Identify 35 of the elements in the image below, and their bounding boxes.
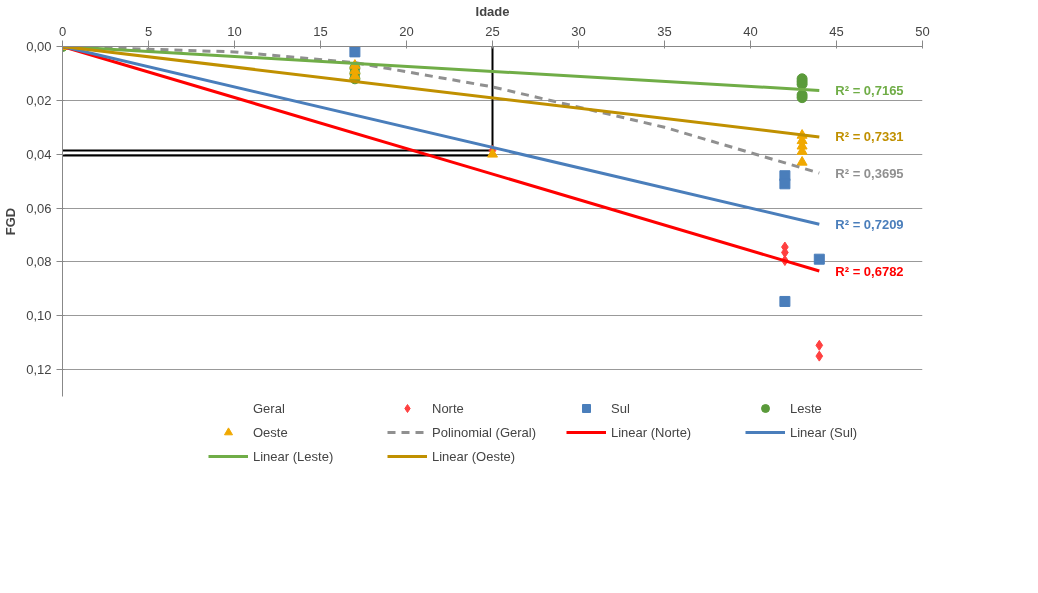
x-tick-label: 15 xyxy=(313,23,328,39)
x-tick-label: 10 xyxy=(227,23,242,39)
legend-label: Sul xyxy=(611,400,631,416)
x-tick-label: 35 xyxy=(657,23,672,39)
legend-label: Linear (Norte) xyxy=(611,424,693,440)
y-tick-label: 0,06 xyxy=(26,200,52,216)
annotation: R² = 0,7165 xyxy=(835,82,904,98)
x-tick-label: 0 xyxy=(58,23,67,39)
x-tick-label: 30 xyxy=(571,23,586,39)
legend-label: Norte xyxy=(432,400,465,416)
legend-label: Linear (Leste) xyxy=(253,448,335,464)
x-tick-label: 25 xyxy=(485,23,500,39)
x-tick-label: 50 xyxy=(915,23,930,39)
annotation: R² = 0,7209 xyxy=(835,216,904,232)
legend-label: Leste xyxy=(790,400,823,416)
y-axis-title: FGD xyxy=(3,207,19,236)
y-tick-label: 0,12 xyxy=(26,362,52,378)
x-tick-label: 45 xyxy=(829,23,844,39)
annotation: R² = 0,7331 xyxy=(835,129,904,145)
y-tick-label: 0,00 xyxy=(26,39,52,54)
legend-label: Oeste xyxy=(253,424,289,440)
text: Geral xyxy=(253,400,286,416)
x-tick-label: 40 xyxy=(743,23,758,39)
x-axis-title: Idade xyxy=(475,3,510,19)
legend-label: Linear (Oeste) xyxy=(432,448,517,464)
y-tick-label: 0,04 xyxy=(26,146,52,162)
y-tick-label: 0,10 xyxy=(26,308,52,324)
x-tick-label: 20 xyxy=(399,23,414,39)
legend-label: Polinomial (Geral) xyxy=(432,424,538,440)
x-tick-label: 5 xyxy=(144,23,153,39)
legend-label: Linear (Sul) xyxy=(790,424,859,440)
annotation: R² = 0,6782 xyxy=(835,263,904,279)
y-tick-label: 0,02 xyxy=(26,92,52,108)
y-tick-label: 0,08 xyxy=(26,254,52,270)
annotation: R² = 0,3695 xyxy=(835,165,904,181)
